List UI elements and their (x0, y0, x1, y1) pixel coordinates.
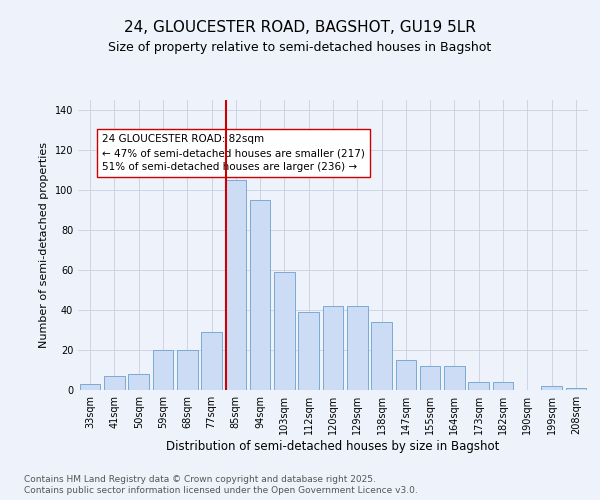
Bar (493, 382, 514, 390)
X-axis label: Distribution of semi-detached houses by size in Bagshot: Distribution of semi-detached houses by … (166, 440, 500, 453)
Bar (371, 322, 392, 390)
Bar (80, 384, 100, 390)
Bar (395, 360, 416, 390)
Bar (541, 386, 562, 390)
Bar (420, 366, 440, 390)
Bar (323, 306, 343, 390)
Bar (566, 388, 586, 390)
Bar (444, 366, 465, 390)
Y-axis label: Number of semi-detached properties: Number of semi-detached properties (39, 142, 49, 348)
Bar (177, 350, 197, 390)
Bar (250, 200, 271, 390)
Text: 24, GLOUCESTER ROAD, BAGSHOT, GU19 5LR: 24, GLOUCESTER ROAD, BAGSHOT, GU19 5LR (124, 20, 476, 35)
Text: 24 GLOUCESTER ROAD: 82sqm
← 47% of semi-detached houses are smaller (217)
51% of: 24 GLOUCESTER ROAD: 82sqm ← 47% of semi-… (102, 134, 365, 172)
Text: Size of property relative to semi-detached houses in Bagshot: Size of property relative to semi-detach… (109, 41, 491, 54)
Bar (152, 350, 173, 390)
Bar (128, 374, 149, 390)
Bar (347, 306, 368, 390)
Text: Contains HM Land Registry data © Crown copyright and database right 2025.
Contai: Contains HM Land Registry data © Crown c… (24, 476, 418, 494)
Bar (104, 376, 125, 390)
Bar (274, 272, 295, 390)
Bar (201, 332, 222, 390)
Bar (298, 312, 319, 390)
Bar (226, 180, 246, 390)
Bar (469, 382, 489, 390)
